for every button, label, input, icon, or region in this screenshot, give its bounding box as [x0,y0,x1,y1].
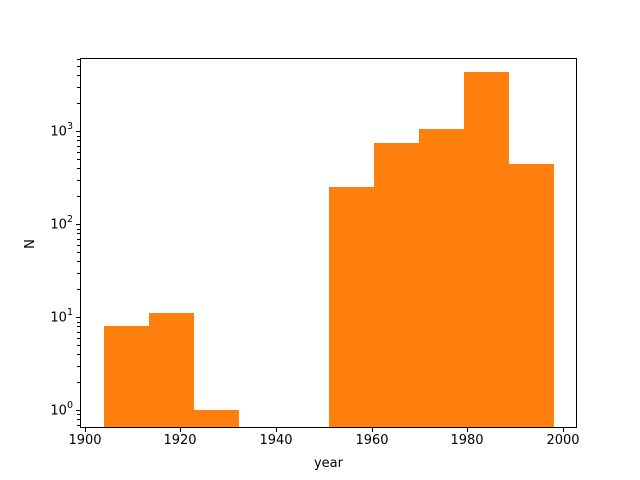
y-tick [76,131,80,132]
x-tick-label: 1940 [259,433,293,448]
y-minor-tick [77,59,80,60]
y-minor-tick [77,425,80,426]
y-minor-tick [77,366,80,367]
y-minor-tick [77,196,80,197]
x-tick-label: 1960 [355,433,389,448]
y-tick [76,410,80,411]
y-minor-tick [77,322,80,323]
y-minor-tick [77,180,80,181]
x-tick-label: 1900 [68,433,102,448]
y-minor-tick [77,152,80,153]
y-tick-label: 101 [50,307,73,326]
y-tick-label: 100 [50,400,73,419]
x-tick [276,428,277,432]
histogram-bar [374,143,419,427]
y-axis-label: N [23,239,38,249]
y-minor-tick [77,87,80,88]
x-tick [180,428,181,432]
y-minor-tick [77,233,80,234]
y-tick [76,224,80,225]
x-tick [563,428,564,432]
plot-area [80,58,577,428]
histogram-bar [329,187,374,427]
y-minor-tick [77,146,80,147]
y-minor-tick [77,326,80,327]
histogram-bar [149,313,194,427]
x-tick-label: 1920 [163,433,197,448]
y-tick-label: 103 [50,121,73,140]
x-tick [85,428,86,432]
y-minor-tick [77,419,80,420]
y-minor-tick [77,345,80,346]
histogram-bar [509,164,554,427]
y-tick [76,317,80,318]
y-minor-tick [77,229,80,230]
y-minor-tick [77,168,80,169]
histogram-bar [464,72,509,427]
x-tick-label: 2000 [546,433,580,448]
y-minor-tick [77,273,80,274]
y-minor-tick [77,261,80,262]
y-minor-tick [77,140,80,141]
y-minor-tick [77,136,80,137]
x-tick [372,428,373,432]
x-tick [467,428,468,432]
histogram-bar [194,410,239,427]
y-minor-tick [77,382,80,383]
y-minor-tick [77,289,80,290]
y-minor-tick [77,239,80,240]
x-axis-label: year [313,456,343,471]
y-minor-tick [77,354,80,355]
x-tick-label: 1980 [450,433,484,448]
y-minor-tick [77,66,80,67]
y-minor-tick [77,159,80,160]
y-minor-tick [77,338,80,339]
y-minor-tick [77,245,80,246]
y-minor-tick [77,332,80,333]
y-minor-tick [77,414,80,415]
y-minor-tick [77,75,80,76]
y-minor-tick [77,252,80,253]
histogram-bar [104,326,149,427]
y-minor-tick [77,103,80,104]
histogram-bar [419,129,464,427]
y-tick-label: 102 [50,214,73,233]
